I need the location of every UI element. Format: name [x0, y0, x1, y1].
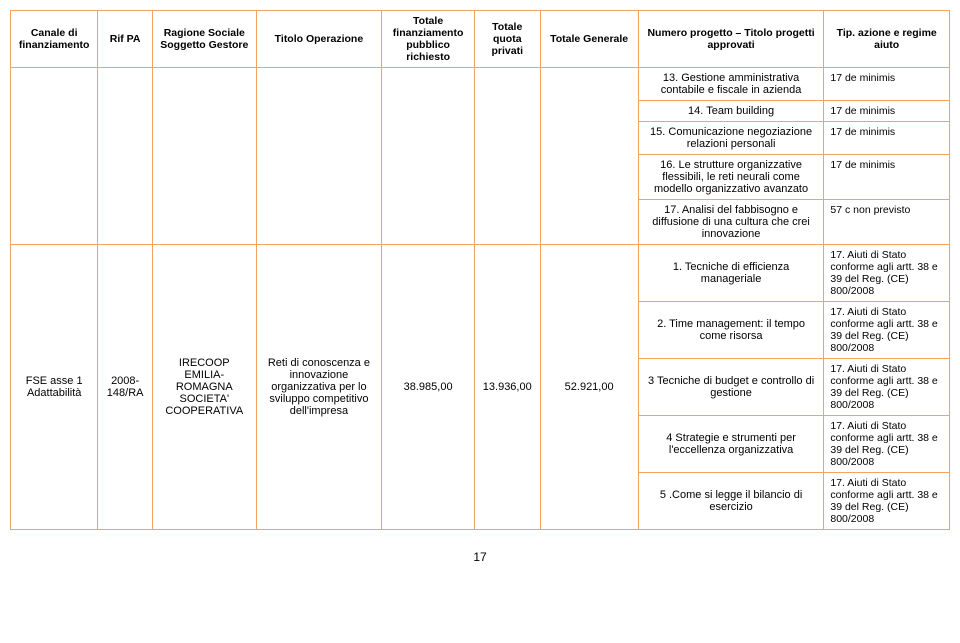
cell-project: 5 .Come si legge il bilancio di esercizi… [638, 473, 824, 530]
table-row: FSE asse 1 Adattabilità 2008-148/RA IREC… [11, 245, 950, 302]
cell-aid: 17 de minimis [824, 68, 950, 101]
cell-project: 13. Gestione amministrativa contabile e … [638, 68, 824, 101]
col-titolo: Titolo Operazione [256, 11, 382, 68]
data-table: Canale di finanziamento Rif PA Ragione S… [10, 10, 950, 530]
col-pubblico: Totale finanziamento pubblico richiesto [382, 11, 475, 68]
cell-canale: FSE asse 1 Adattabilità [11, 245, 98, 530]
cell-empty [256, 68, 382, 245]
cell-ragione: IRECOOP EMILIA-ROMAGNA SOCIETA' COOPERAT… [152, 245, 256, 530]
col-generale: Totale Generale [540, 11, 638, 68]
cell-project: 2. Time management: il tempo come risors… [638, 302, 824, 359]
cell-project: 14. Team building [638, 101, 824, 122]
cell-project: 1. Tecniche di efficienza manageriale [638, 245, 824, 302]
cell-empty [540, 68, 638, 245]
col-rif: Rif PA [98, 11, 153, 68]
cell-aid: 17. Aiuti di Stato conforme agli artt. 3… [824, 302, 950, 359]
cell-project: 15. Comunicazione negoziazione relazioni… [638, 122, 824, 155]
col-canale: Canale di finanziamento [11, 11, 98, 68]
cell-project: 3 Tecniche di budget e controllo di gest… [638, 359, 824, 416]
cell-empty [98, 68, 153, 245]
cell-empty [475, 68, 541, 245]
cell-empty [11, 68, 98, 245]
cell-empty [152, 68, 256, 245]
cell-project: 17. Analisi del fabbisogno e diffusione … [638, 200, 824, 245]
col-progetto: Numero progetto – Titolo progetti approv… [638, 11, 824, 68]
page-number: 17 [10, 550, 950, 564]
cell-aid: 17. Aiuti di Stato conforme agli artt. 3… [824, 416, 950, 473]
cell-aid: 17 de minimis [824, 101, 950, 122]
col-ragione: Ragione Sociale Soggetto Gestore [152, 11, 256, 68]
cell-aid: 57 c non previsto [824, 200, 950, 245]
cell-pubblico: 38.985,00 [382, 245, 475, 530]
cell-generale: 52.921,00 [540, 245, 638, 530]
cell-project: 4 Strategie e strumenti per l'eccellenza… [638, 416, 824, 473]
cell-aid: 17. Aiuti di Stato conforme agli artt. 3… [824, 473, 950, 530]
cell-aid: 17 de minimis [824, 122, 950, 155]
cell-rif: 2008-148/RA [98, 245, 153, 530]
cell-titolo: Reti di conoscenza e innovazione organiz… [256, 245, 382, 530]
table-header-row: Canale di finanziamento Rif PA Ragione S… [11, 11, 950, 68]
cell-aid: 17. Aiuti di Stato conforme agli artt. 3… [824, 359, 950, 416]
cell-privati: 13.936,00 [475, 245, 541, 530]
table-row: 13. Gestione amministrativa contabile e … [11, 68, 950, 101]
cell-aid: 17 de minimis [824, 155, 950, 200]
col-tip: Tip. azione e regime aiuto [824, 11, 950, 68]
cell-project: 16. Le strutture organizzative flessibil… [638, 155, 824, 200]
cell-aid: 17. Aiuti di Stato conforme agli artt. 3… [824, 245, 950, 302]
col-privati: Totale quota privati [475, 11, 541, 68]
cell-empty [382, 68, 475, 245]
